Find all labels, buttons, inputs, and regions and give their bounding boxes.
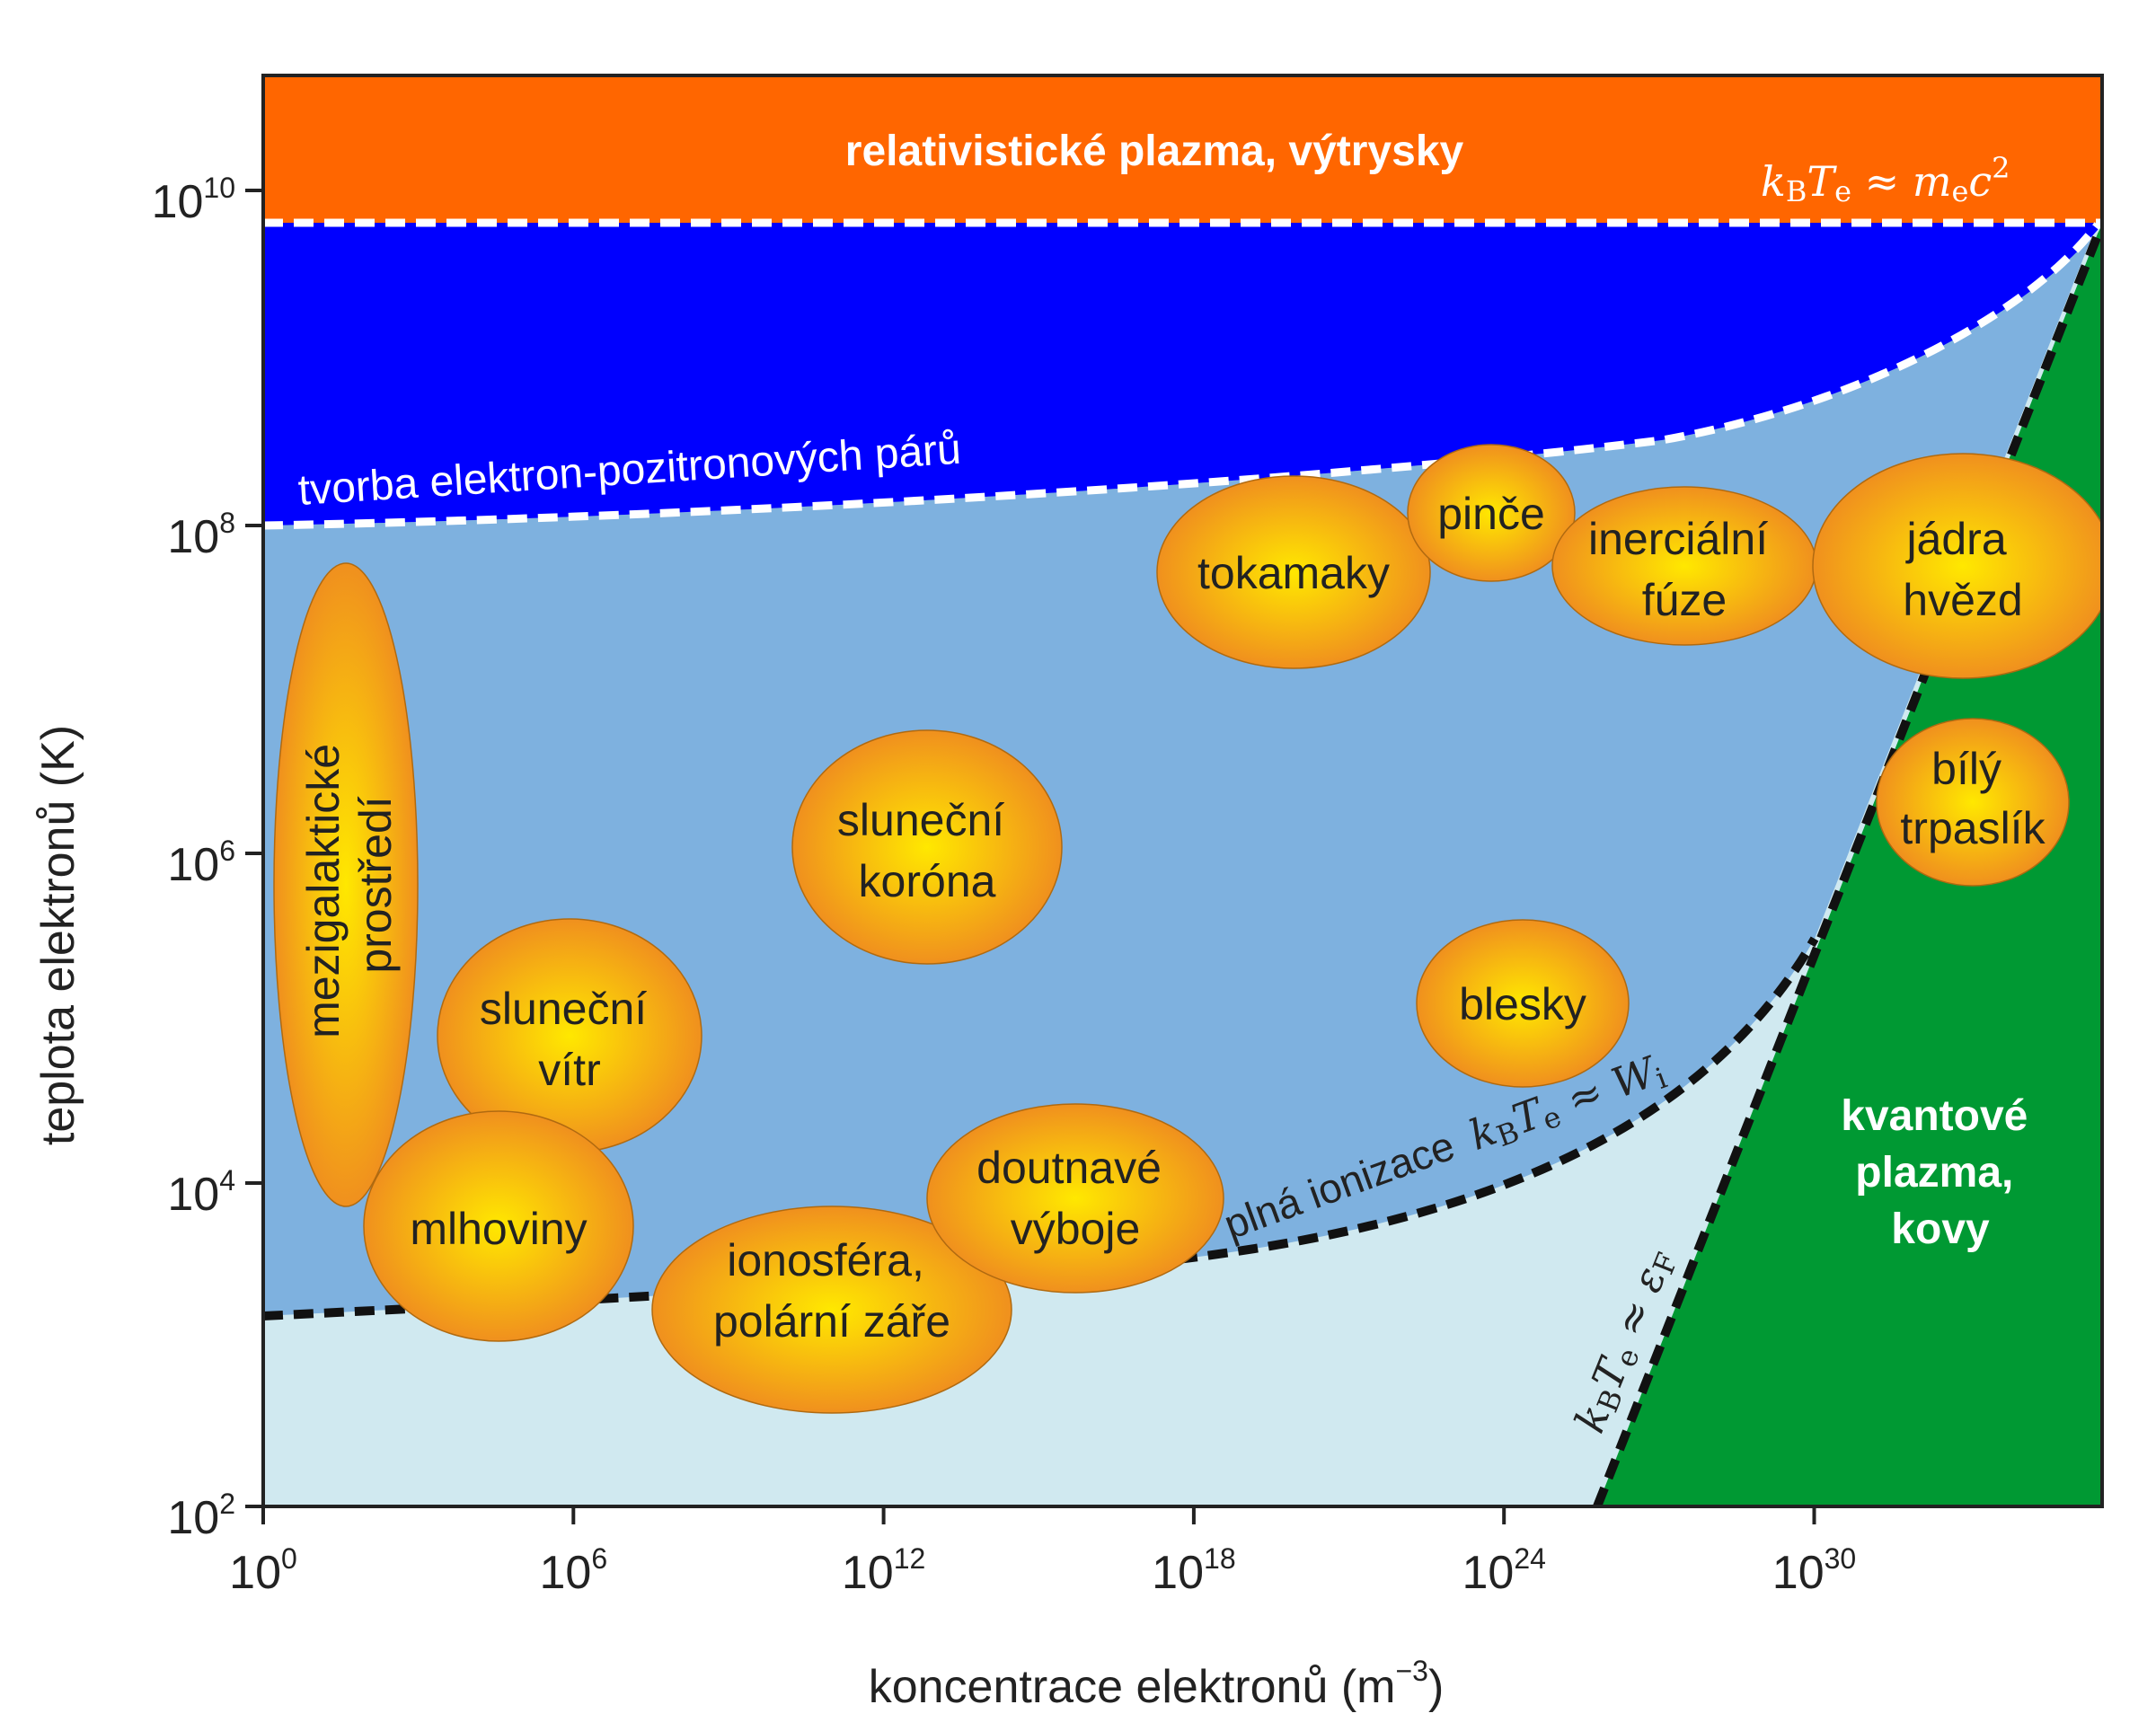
x-tick-label: 106 xyxy=(539,1542,607,1599)
x-tick-label: 1030 xyxy=(1772,1542,1856,1599)
blob-label: hvězd xyxy=(1903,575,2022,625)
blob-bily-trpaslik[interactable]: bílý trpaslík xyxy=(1876,718,2070,887)
region-pair-production[interactable] xyxy=(263,223,2102,525)
blob-tokamaky[interactable]: tokamaky xyxy=(1156,475,1431,669)
svg-text:sluneční koróna: sluneční koróna xyxy=(837,795,1017,906)
blob-label: mlhoviny xyxy=(410,1204,587,1254)
region-label-relativistic: relativistické plazma, výtrysky xyxy=(845,128,1464,175)
svg-text:blesky: blesky xyxy=(1459,979,1586,1029)
blob-label: mezigalaktické xyxy=(298,744,349,1038)
blob-label: koróna xyxy=(859,856,996,906)
x-axis: 100 106 1012 1018 1024 1030 xyxy=(229,1506,1856,1599)
svg-text:jádra hvězd: jádra hvězd xyxy=(1903,514,2022,625)
svg-text:pinče: pinče xyxy=(1437,489,1545,539)
fermi-formula: kBTe ≈ εF xyxy=(1565,1241,1685,1440)
region-relativistic[interactable] xyxy=(263,75,2102,223)
blob-label: sluneční xyxy=(480,984,647,1034)
y-tick-label: 106 xyxy=(167,835,235,891)
blob-label: fúze xyxy=(1642,575,1727,625)
blob-label: blesky xyxy=(1459,979,1586,1029)
svg-text:sluneční vítr: sluneční vítr xyxy=(480,984,659,1095)
blob-ionosfera[interactable]: ionosféra, polární záře xyxy=(651,1206,1012,1414)
y-axis: 102 104 106 108 1010 xyxy=(152,172,263,1544)
x-tick-label: 1018 xyxy=(1152,1542,1235,1599)
y-tick-label: 104 xyxy=(167,1164,235,1221)
blob-label: inerciální xyxy=(1588,514,1768,564)
blob-pince[interactable]: pinče xyxy=(1407,444,1576,582)
blob-label: jádra xyxy=(1904,514,2006,564)
blob-label: výboje xyxy=(1011,1204,1141,1254)
y-axis-label: teplota elektronů (K) xyxy=(32,725,84,1145)
svg-text:bílý trpaslík: bílý trpaslík xyxy=(1900,744,2046,853)
blob-label: prostředí xyxy=(350,796,401,973)
blob-jadra-hvezd[interactable]: jádra hvězd xyxy=(1812,453,2113,679)
blob-blesky[interactable]: blesky xyxy=(1416,919,1630,1088)
blob-slunecni-vitr[interactable]: sluneční vítr xyxy=(437,918,702,1153)
x-tick-label: 1024 xyxy=(1462,1542,1545,1599)
svg-text:mezigalaktické prostře: mezigalaktické prostředí xyxy=(298,731,401,1038)
blob-doutnave-vyboje[interactable]: doutnavé výboje xyxy=(926,1103,1224,1294)
blob-inercialni-fuze[interactable]: inerciální fúze xyxy=(1551,486,1817,646)
y-tick-label: 108 xyxy=(167,507,235,563)
svg-text:mlhoviny: mlhoviny xyxy=(410,1204,587,1254)
y-tick-label: 1010 xyxy=(152,172,235,228)
blob-label: polární záře xyxy=(713,1296,950,1347)
plot-frame xyxy=(261,74,2104,1508)
relativistic-formula: kBTe ≈ mec2 xyxy=(1761,151,2010,208)
blob-label: pinče xyxy=(1437,489,1545,539)
blob-mlhoviny[interactable]: mlhoviny xyxy=(363,1110,634,1342)
x-tick-label: 1012 xyxy=(842,1542,925,1599)
blob-label: bílý xyxy=(1931,744,2001,794)
x-axis-label: koncentrace elektronů (m−3) xyxy=(869,1655,1445,1713)
blob-label: doutnavé xyxy=(976,1143,1162,1193)
blob-label: sluneční xyxy=(837,795,1004,845)
svg-text:inerciální fúze: inerciální fúze xyxy=(1588,514,1780,625)
y-tick-label: 102 xyxy=(167,1488,235,1544)
boundary-fermi-line xyxy=(1593,234,2102,1506)
svg-text:tokamaky: tokamaky xyxy=(1197,548,1390,598)
svg-text:ionosféra, polární zář: ionosféra, polární záře xyxy=(713,1235,950,1347)
blob-slunecni-korona[interactable]: sluneční koróna xyxy=(791,729,1063,965)
region-label-quantum: kvantové plazma, kovy xyxy=(1841,1092,2039,1253)
svg-text:doutnavé výboje: doutnavé výboje xyxy=(976,1143,1174,1254)
blob-mezigalakticke-prostredi[interactable]: mezigalaktické prostředí xyxy=(273,562,419,1207)
blob-label: ionosféra, xyxy=(727,1235,924,1285)
blob-label: trpaslík xyxy=(1900,803,2046,853)
x-tick-label: 100 xyxy=(229,1542,297,1599)
blob-label: tokamaky xyxy=(1197,548,1390,598)
blob-label: vítr xyxy=(538,1045,600,1095)
